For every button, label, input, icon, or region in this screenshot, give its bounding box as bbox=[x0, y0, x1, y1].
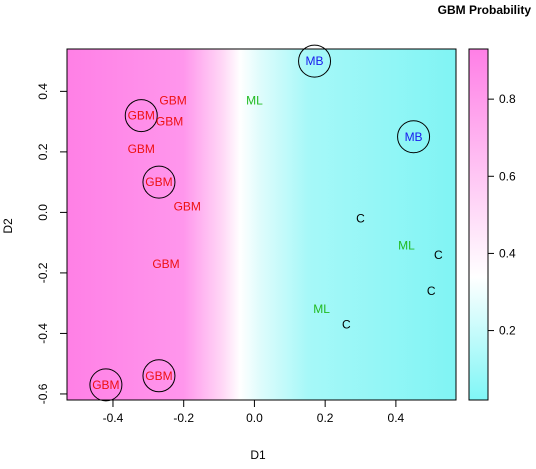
point-label: C bbox=[427, 284, 436, 298]
point-label: MB bbox=[405, 130, 423, 144]
colorbar-tick-label: 0.8 bbox=[499, 92, 516, 106]
data-point-gbm: GBM bbox=[142, 165, 176, 199]
data-point-gbm: GBM bbox=[152, 257, 179, 271]
y-tick-label: -0.4 bbox=[36, 323, 50, 344]
data-point-gbm: GBM bbox=[142, 359, 176, 393]
colorbar-tick-label: 0.2 bbox=[499, 324, 516, 338]
point-label: GBM bbox=[152, 257, 179, 271]
x-tick-label: 0.2 bbox=[317, 411, 334, 425]
point-label: GBM bbox=[92, 378, 119, 392]
data-point-gbm: GBM bbox=[156, 115, 183, 129]
point-label: C bbox=[434, 248, 443, 262]
point-label: C bbox=[356, 211, 365, 225]
point-circle bbox=[89, 368, 123, 402]
data-point-ml: ML bbox=[313, 302, 330, 316]
point-circle bbox=[142, 359, 176, 393]
x-tick-label: -0.4 bbox=[103, 411, 124, 425]
y-axis-label: D2 bbox=[1, 218, 15, 234]
x-axis-label: D1 bbox=[250, 448, 266, 462]
point-label: C bbox=[342, 317, 351, 331]
point-label: GBM bbox=[159, 93, 186, 107]
y-tick-label: -0.6 bbox=[36, 383, 50, 404]
y-tick-label: 0.0 bbox=[36, 204, 50, 221]
point-circle bbox=[142, 165, 176, 199]
x-axis: -0.4 -0.2 0.0 0.2 0.4 bbox=[103, 399, 405, 425]
data-point-mb: MB bbox=[298, 44, 332, 78]
point-label: GBM bbox=[145, 175, 172, 189]
point-label: MB bbox=[306, 54, 324, 68]
y-tick-label: 0.4 bbox=[36, 83, 50, 100]
colorbar-tick-label: 0.6 bbox=[499, 169, 516, 183]
data-point-c: C bbox=[427, 284, 436, 298]
point-label: ML bbox=[398, 239, 415, 253]
x-tick-label: 0.4 bbox=[388, 411, 405, 425]
point-label: GBM bbox=[156, 115, 183, 129]
data-point-ml: ML bbox=[398, 239, 415, 253]
data-point-c: C bbox=[356, 211, 365, 225]
point-label: ML bbox=[246, 93, 263, 107]
point-circle bbox=[397, 120, 431, 154]
y-tick-label: -0.2 bbox=[36, 262, 50, 283]
point-label: ML bbox=[313, 302, 330, 316]
point-label: GBM bbox=[128, 109, 155, 123]
colorbar-axis: 0.2 0.4 0.6 0.8 bbox=[487, 92, 516, 338]
data-point-c: C bbox=[342, 317, 351, 331]
points-layer: GBMGBMGBMGBMGBMGBMGBMGBMGBMMLMLMLMBMBCCC… bbox=[89, 44, 443, 402]
colorbar bbox=[468, 48, 489, 401]
data-point-c: C bbox=[434, 248, 443, 262]
data-point-gbm: GBM bbox=[159, 93, 186, 107]
x-tick-label: -0.2 bbox=[173, 411, 194, 425]
data-point-gbm: GBM bbox=[128, 142, 155, 156]
colorbar-title: GBM Probability bbox=[438, 3, 532, 17]
point-label: GBM bbox=[145, 369, 172, 383]
point-label: GBM bbox=[128, 142, 155, 156]
point-circle bbox=[298, 44, 332, 78]
x-tick-label: 0.0 bbox=[246, 411, 263, 425]
data-point-mb: MB bbox=[397, 120, 431, 154]
data-point-ml: ML bbox=[246, 93, 263, 107]
y-tick-label: 0.2 bbox=[36, 143, 50, 160]
point-circle bbox=[124, 99, 158, 133]
data-point-gbm: GBM bbox=[124, 99, 158, 133]
colorbar-tick-label: 0.4 bbox=[499, 246, 516, 260]
data-point-gbm: GBM bbox=[174, 199, 201, 213]
y-axis: -0.6 -0.4 -0.2 0.0 0.2 0.4 bbox=[36, 83, 68, 404]
point-label: GBM bbox=[174, 199, 201, 213]
data-point-gbm: GBM bbox=[89, 368, 123, 402]
plot-background bbox=[67, 49, 456, 400]
